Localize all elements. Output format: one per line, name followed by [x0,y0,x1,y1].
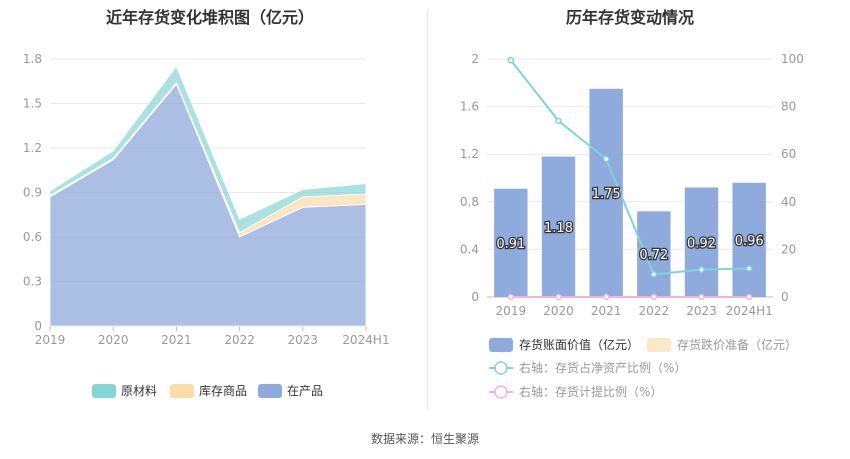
legend-swatch [92,384,116,398]
bar-data-label: 1.18 [544,221,573,236]
legend-label: 右轴：存货占净资产比例（%） [519,360,686,375]
x-tick-label: 2023 [288,333,319,347]
left-stacked-area-chart: 0 0.3 0.6 0.9 1.2 1.5 1.8 2019 2020 2021 2022 2023 2… [23,52,390,398]
bar-data-label: 0.72 [639,248,668,263]
x-tick-label: 2020 [543,304,574,318]
provision-ratio-point [602,293,610,301]
y-tick-label: 0.8 [460,195,479,209]
bar-data-label: 0.91 [496,237,525,252]
bar-data-label: 0.96 [735,234,764,249]
bar [494,188,528,297]
left-chart-title: 近年存货变化堆积图（亿元） [105,8,314,27]
right-chart-title: 历年存货变动情况 [565,8,694,27]
y-tick-label: 2 [471,52,479,66]
y-tick-label: 1.8 [23,52,42,66]
x-tick-label: 2022 [224,333,255,347]
y-tick-label: 1.2 [23,141,42,155]
x-tick-label: 2019 [35,333,66,347]
y-tick-label: 0 [471,290,479,304]
legend-line-marker [494,385,508,399]
provision-ratio-point [650,293,658,301]
x-tick-label: 2021 [161,333,192,347]
legend-label: 原材料 [121,384,157,398]
bar [637,211,671,297]
net-asset-ratio-point [698,266,705,273]
legend-label: 右轴：存货计提比例（%） [519,384,662,399]
legend-line-marker [494,361,508,375]
provision-ratio-point [745,293,753,301]
y2-tick-label: 100 [781,52,804,66]
bar [732,182,766,297]
x-tick-label: 2022 [639,304,670,318]
y2-tick-label: 40 [781,195,796,209]
net-asset-ratio-point [650,271,658,278]
legend-label: 存货账面价值（亿元） [519,337,639,352]
data-source: 数据来源：恒生聚源 [370,432,479,446]
legend-swatch [258,384,282,398]
bar [589,88,623,297]
bar-data-label: 1.75 [592,187,621,202]
y2-tick-label: 0 [781,290,789,304]
y-tick-label: 0.6 [23,230,42,244]
net-asset-ratio-point [602,155,610,163]
bar [684,187,719,297]
legend-swatch [647,338,671,352]
chart-divider [427,10,428,410]
provision-ratio-point [555,293,562,301]
net-asset-ratio-point [555,117,562,125]
provision-ratio-point [698,293,705,301]
x-tick-label: 2023 [686,304,717,318]
x-tick-label: 2021 [591,304,622,318]
y-tick-label: 0.3 [23,275,42,289]
y2-tick-label: 60 [781,147,796,161]
x-tick-label: 2024H1 [726,304,773,318]
y-tick-label: 0.4 [460,242,479,256]
legend-label: 库存商品 [199,383,247,398]
y-tick-label: 0 [34,319,42,333]
y-tick-label: 1.6 [460,100,479,114]
area-series-原材料 [49,65,367,234]
x-tick-label: 2024H1 [342,333,389,347]
legend-label: 在产品 [287,384,323,398]
y-tick-label: 0.9 [23,186,42,200]
bar [541,156,576,297]
net-asset-ratio-point [745,265,753,272]
y2-tick-label: 80 [781,100,796,114]
legend-label: 存货跌价准备（亿元） [677,337,797,352]
x-tick-label: 2020 [98,333,129,347]
provision-ratio-point [507,293,515,301]
legend-swatch [170,384,194,398]
net-asset-ratio-line [510,59,750,276]
legend-swatch [489,338,513,352]
y2-tick-label: 20 [781,242,796,256]
y-tick-label: 1.5 [23,97,42,111]
bar-data-label: 0.92 [687,236,716,251]
x-tick-label: 2019 [496,304,527,318]
net-asset-ratio-point [507,56,515,64]
y-tick-label: 1.2 [460,147,479,161]
